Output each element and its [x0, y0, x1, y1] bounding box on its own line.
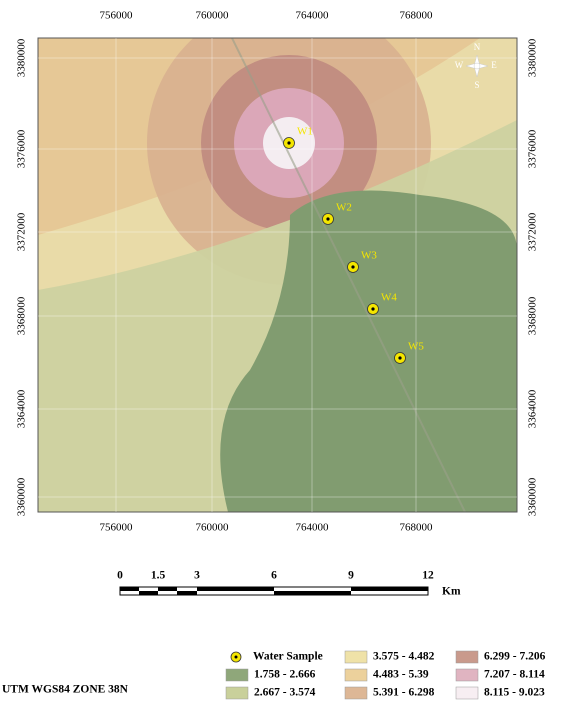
water-sample-dot — [351, 265, 354, 268]
legend-swatch — [226, 687, 248, 699]
x-tick-label: 760000 — [196, 10, 230, 22]
y-tick-label: 3380000 — [16, 38, 28, 77]
y-tick-label: 3368000 — [16, 296, 28, 335]
map-area — [38, 1, 517, 512]
page: N E S W Km UTM WGS84 ZONE 38N 756000 7560… — [0, 0, 563, 702]
legend-swatch — [345, 687, 367, 699]
water-sample-dot — [326, 217, 329, 220]
x-tick-label: 768000 — [400, 10, 434, 22]
south-label: S — [474, 80, 479, 90]
x-tick-label: 756000 — [100, 10, 134, 22]
scale-segment — [139, 591, 158, 595]
scale-segment — [158, 587, 177, 591]
legend-label: 6.299 - 7.206 — [484, 651, 546, 663]
scale-label: 3 — [194, 570, 200, 582]
east-label: E — [491, 60, 497, 70]
west-label: W — [455, 60, 464, 70]
x-tick-label: 756000 — [100, 522, 134, 534]
scale-segment — [177, 591, 197, 595]
scale-label: 6 — [271, 570, 277, 582]
y-tick-label: 3372000 — [16, 212, 28, 251]
well-label: W2 — [336, 202, 352, 214]
well-label: W5 — [408, 341, 424, 353]
legend-label: 3.575 - 4.482 — [373, 651, 435, 663]
scale-segment — [197, 587, 274, 591]
water-sample-dot — [287, 141, 290, 144]
y-tick-label: 3372000 — [527, 212, 539, 251]
legend-swatch — [456, 669, 478, 681]
water-sample-dot — [371, 307, 374, 310]
scale-label: 12 — [422, 570, 434, 582]
scale-label: 0 — [117, 570, 123, 582]
scale-bar: Km — [120, 586, 461, 598]
y-tick-label: 3380000 — [527, 38, 539, 77]
y-tick-label: 3376000 — [16, 129, 28, 168]
legend-sample-dot — [235, 656, 238, 659]
water-sample-dot — [398, 356, 401, 359]
legend-label: 1.758 - 2.666 — [254, 669, 316, 681]
well-label: W4 — [381, 292, 397, 304]
legend-label: 4.483 - 5.39 — [373, 669, 429, 681]
legend-swatch — [226, 669, 248, 681]
x-tick-label: 764000 — [296, 10, 330, 22]
legend-label: Water Sample — [253, 651, 323, 663]
legend-swatch — [456, 687, 478, 699]
legend-label: 2.667 - 3.574 — [254, 687, 316, 699]
y-tick-label: 3364000 — [16, 389, 28, 428]
legend-swatch — [456, 651, 478, 663]
y-tick-label: 3376000 — [527, 129, 539, 168]
projection: UTM WGS84 ZONE 38N — [2, 684, 129, 696]
legend-label: 5.391 - 6.298 — [373, 687, 435, 699]
scale-segment — [274, 591, 351, 595]
scale-label: 1.5 — [151, 570, 166, 582]
well-label: W1 — [297, 126, 313, 138]
scale-label: 9 — [348, 570, 354, 582]
scale-segment — [351, 587, 428, 591]
scale-unit: Km — [442, 586, 461, 598]
legend-label: 7.207 - 8.114 — [484, 669, 545, 681]
north-label: N — [474, 42, 481, 52]
legend-swatch — [345, 669, 367, 681]
x-tick-label: 760000 — [196, 522, 230, 534]
x-tick-label: 764000 — [296, 522, 330, 534]
legend-label: 8.115 - 9.023 — [484, 687, 545, 699]
y-tick-label: 3360000 — [527, 477, 539, 516]
well-label: W3 — [361, 250, 377, 262]
y-tick-label: 3360000 — [16, 477, 28, 516]
x-tick-label: 768000 — [400, 522, 434, 534]
y-tick-label: 3368000 — [527, 296, 539, 335]
scale-segment — [120, 587, 139, 591]
y-tick-label: 3364000 — [527, 389, 539, 428]
legend-swatch — [345, 651, 367, 663]
